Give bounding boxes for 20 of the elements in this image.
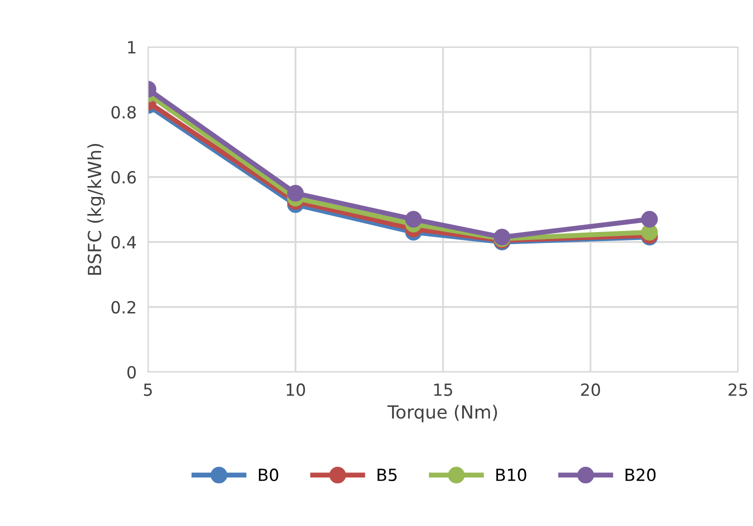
x-axis-title: Torque (Nm) bbox=[387, 404, 497, 422]
y-tick-label: 0.4 bbox=[111, 236, 136, 249]
point bbox=[641, 210, 658, 228]
y-axis-title: BSFC (kg/kWh) bbox=[87, 144, 105, 275]
point bbox=[405, 210, 422, 228]
y-tick-label: 0 bbox=[127, 366, 136, 379]
x-tick-label: 5 bbox=[144, 384, 152, 396]
y-tick-label: 0.8 bbox=[111, 106, 136, 119]
y-tick-label: 0.6 bbox=[111, 170, 136, 184]
point bbox=[287, 184, 304, 202]
y-tick-label: 0.2 bbox=[111, 300, 136, 314]
legend-label: B5 bbox=[378, 468, 397, 482]
legend-label: B0 bbox=[258, 468, 278, 482]
x-tick-label: 25 bbox=[728, 383, 748, 396]
x-tick-label: 20 bbox=[581, 383, 600, 396]
y-tick-label: 1 bbox=[128, 41, 136, 54]
legend-label: B20 bbox=[626, 468, 656, 482]
legend-label: B10 bbox=[496, 468, 526, 482]
x-tick-label: 10 bbox=[286, 383, 305, 396]
x-tick-label: 15 bbox=[434, 384, 452, 396]
